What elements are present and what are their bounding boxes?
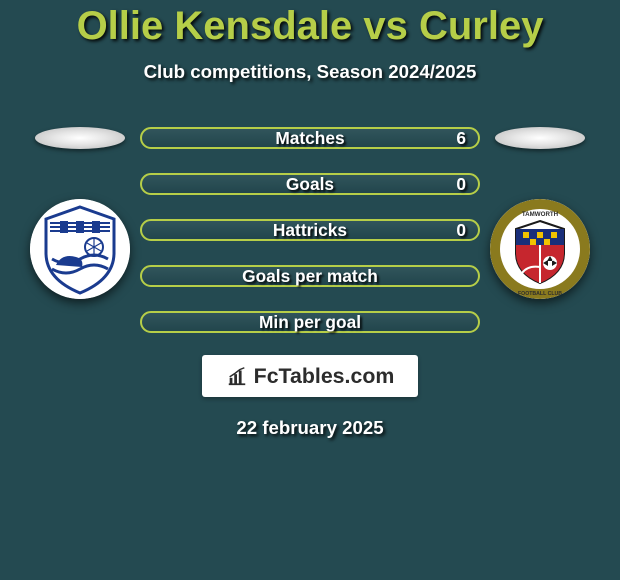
stat-label: Matches xyxy=(275,128,344,149)
stats-pill-list: Matches 6 Goals 0 Hattricks 0 Goals per … xyxy=(140,127,480,333)
stat-label: Min per goal xyxy=(259,312,361,333)
svg-text:TAMWORTH: TAMWORTH xyxy=(522,211,559,218)
stat-row-hattricks: Hattricks 0 xyxy=(140,219,480,241)
brand-attribution: FcTables.com xyxy=(202,355,418,397)
left-crest xyxy=(30,199,130,299)
right-crest: TAMWORTH FOOTBALL CLUB xyxy=(490,199,590,299)
stat-row-min-per-goal: Min per goal xyxy=(140,311,480,333)
page-subtitle: Club competitions, Season 2024/2025 xyxy=(0,61,620,83)
stat-value: 6 xyxy=(456,128,466,149)
bar-chart-icon xyxy=(226,365,248,387)
stat-value: 0 xyxy=(456,220,466,241)
southend-crest-icon xyxy=(30,199,130,299)
stat-row-matches: Matches 6 xyxy=(140,127,480,149)
footer-date: 22 february 2025 xyxy=(0,417,620,439)
tamworth-crest-icon: TAMWORTH FOOTBALL CLUB xyxy=(490,199,590,299)
svg-text:FOOTBALL CLUB: FOOTBALL CLUB xyxy=(518,291,562,297)
stat-label: Goals per match xyxy=(242,266,378,287)
stat-label: Goals xyxy=(286,174,334,195)
page-title: Ollie Kensdale vs Curley xyxy=(0,0,620,49)
stat-row-goals-per-match: Goals per match xyxy=(140,265,480,287)
stat-row-goals: Goals 0 xyxy=(140,173,480,195)
player-marker-ellipse-left xyxy=(35,127,125,149)
player-marker-ellipse-right xyxy=(495,127,585,149)
stat-label: Hattricks xyxy=(273,220,347,241)
stats-section: Matches 6 Goals 0 Hattricks 0 Goals per … xyxy=(0,127,620,333)
stat-value: 0 xyxy=(456,174,466,195)
right-player-column: TAMWORTH FOOTBALL CLUB xyxy=(480,127,600,333)
brand-text: FcTables.com xyxy=(254,364,395,389)
left-player-column xyxy=(20,127,140,333)
